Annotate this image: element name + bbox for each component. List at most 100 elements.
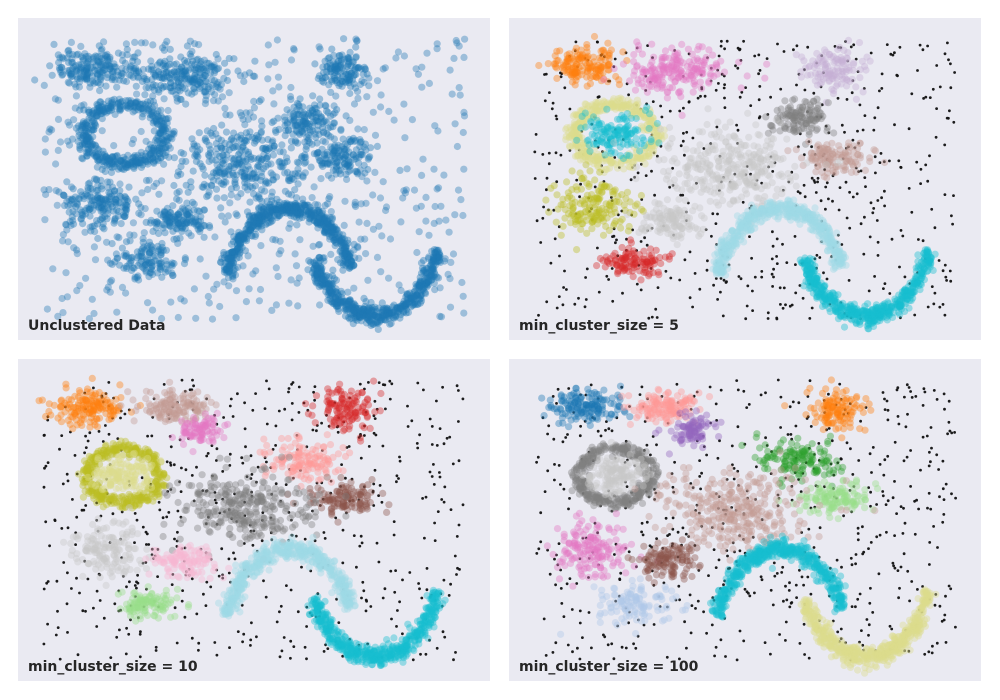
data-point [331,109,339,117]
noise-point [869,51,873,55]
data-point [116,105,124,113]
data-point [177,149,185,157]
noise-point [863,176,867,180]
data-point [263,178,271,186]
data-point [344,61,352,69]
data-point [80,139,88,148]
noise-point [403,165,411,173]
data-point [118,244,126,252]
noise-point [73,246,81,254]
data-point [193,56,201,64]
noise-point [64,137,72,145]
data-point [283,168,292,176]
noise-point [301,115,309,123]
data-point [333,158,341,166]
data-point [57,63,65,72]
data-point [301,203,310,211]
data-point [342,146,350,154]
noise-point [72,83,80,91]
noise-point [361,65,369,74]
data-point [106,162,114,171]
data-point [859,88,867,96]
data-point [295,100,303,109]
data-point [122,205,130,213]
data-point [201,72,209,80]
data-point [338,82,346,90]
data-point [263,197,271,205]
data-point [176,65,184,73]
data-point [84,186,92,194]
data-point [178,70,186,78]
data-point [234,67,242,75]
data-point [85,205,93,213]
data-point [96,156,104,164]
noise-point [175,188,183,196]
data-point [606,164,614,172]
data-point [160,119,168,128]
data-point [77,215,85,223]
noise-point [539,241,543,244]
noise-point [332,62,340,70]
noise-point [917,238,920,241]
data-point [108,104,116,112]
data-point [201,222,209,230]
data-point [165,221,173,229]
noise-point [458,278,466,287]
data-point [158,74,166,82]
data-point [571,110,579,119]
data-point [152,118,161,126]
data-point [844,36,853,44]
noise-point [276,237,284,245]
noise-point [926,305,930,309]
noise-point [262,144,270,152]
data-point [84,180,92,188]
data-point [301,113,309,121]
data-point [218,212,226,220]
data-point [122,250,130,258]
data-point [133,98,141,106]
data-point [218,158,226,166]
data-point [345,163,353,171]
noise-point [315,241,323,249]
data-point [193,142,201,150]
data-point [31,76,39,84]
data-point [83,132,91,140]
noise-point [790,303,794,307]
data-point [201,71,209,79]
noise-point [611,235,614,239]
data-point [362,146,370,154]
data-point [349,58,358,66]
data-point [290,116,298,125]
data-point [213,65,221,73]
data-point [84,58,92,66]
data-point [86,69,94,77]
noise-point [326,235,334,243]
noise-point [103,238,111,246]
data-point [160,128,168,136]
data-point [580,147,588,156]
data-point [651,75,659,83]
data-point [248,184,257,192]
data-point [172,221,181,229]
data-point [763,60,771,68]
noise-point [81,50,89,58]
noise-point [210,97,218,105]
data-point [244,173,252,181]
data-point [356,138,364,147]
noise-point [890,237,894,241]
data-point [99,69,107,77]
noise-point [910,210,914,214]
data-point [79,220,87,228]
noise-point [683,258,687,262]
noise-point [926,179,930,183]
data-point [177,63,186,71]
noise-point [287,191,296,199]
data-point [106,53,114,62]
data-point [127,102,135,110]
noise-point [369,191,377,199]
data-point [237,134,246,142]
data-point [178,157,186,165]
data-point [177,82,185,90]
data-point [241,136,250,144]
noise-point [88,295,96,303]
